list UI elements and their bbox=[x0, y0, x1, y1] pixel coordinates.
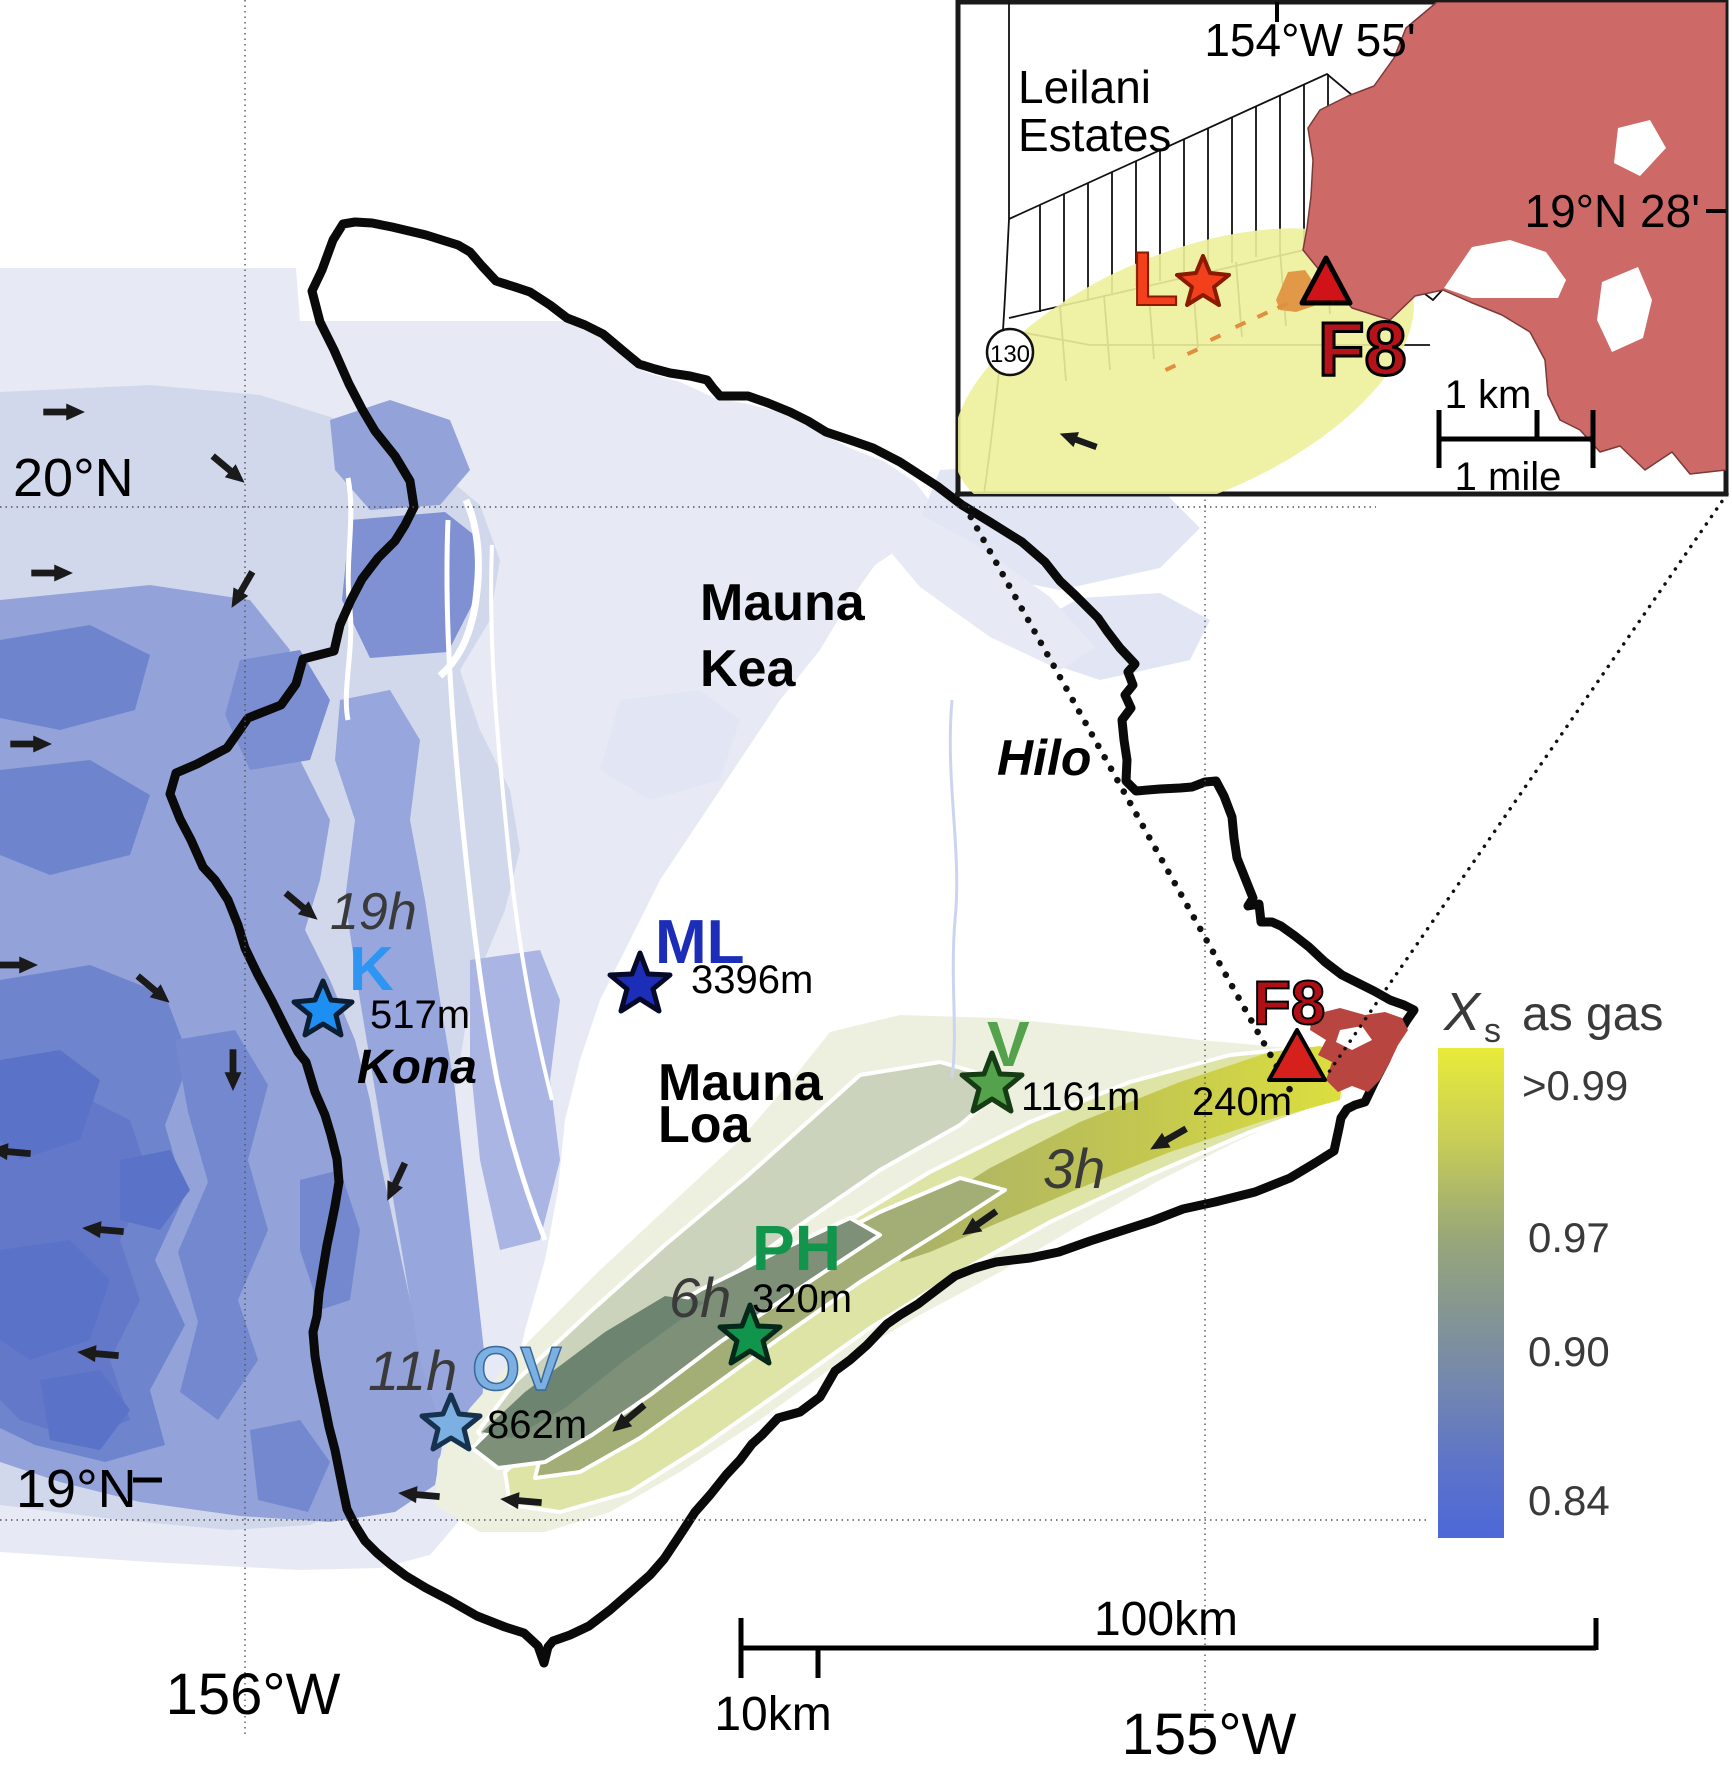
svg-text:240m: 240m bbox=[1192, 1080, 1292, 1124]
svg-text:K: K bbox=[349, 935, 394, 1004]
svg-text:Hilo: Hilo bbox=[997, 730, 1091, 786]
svg-text:Leilani: Leilani bbox=[1018, 61, 1151, 113]
svg-text:1161m: 1161m bbox=[1021, 1075, 1140, 1119]
svg-text:19°N: 19°N bbox=[16, 1459, 137, 1519]
svg-text:0.90: 0.90 bbox=[1528, 1328, 1610, 1375]
svg-text:Mauna: Mauna bbox=[700, 574, 866, 632]
svg-text:100km: 100km bbox=[1094, 1593, 1238, 1646]
svg-text:1 mile: 1 mile bbox=[1455, 455, 1562, 499]
svg-text:156°W: 156°W bbox=[166, 1662, 341, 1727]
svg-text:20°N: 20°N bbox=[13, 448, 134, 508]
svg-text:1 km: 1 km bbox=[1445, 373, 1532, 417]
svg-text:155°W: 155°W bbox=[1122, 1702, 1297, 1767]
svg-text:F8: F8 bbox=[1253, 969, 1325, 1038]
svg-text:3h: 3h bbox=[1043, 1137, 1105, 1200]
svg-text:Mauna: Mauna bbox=[658, 1054, 824, 1112]
svg-text:130: 130 bbox=[990, 341, 1030, 368]
svg-text:>0.99: >0.99 bbox=[1522, 1062, 1628, 1109]
svg-text:10km: 10km bbox=[714, 1688, 831, 1741]
svg-text:0.97: 0.97 bbox=[1528, 1214, 1610, 1261]
svg-text:Kea: Kea bbox=[700, 640, 796, 698]
svg-text:OV: OV bbox=[472, 1335, 562, 1404]
svg-text:s: s bbox=[1484, 1012, 1501, 1050]
svg-text:as gas: as gas bbox=[1522, 988, 1663, 1041]
svg-text:ML: ML bbox=[655, 908, 745, 977]
svg-text:F8: F8 bbox=[1318, 307, 1407, 392]
svg-text:862m: 862m bbox=[487, 1403, 587, 1447]
svg-text:154°W 55': 154°W 55' bbox=[1204, 14, 1415, 66]
svg-text:3396m: 3396m bbox=[691, 958, 813, 1002]
svg-text:X: X bbox=[1442, 982, 1482, 1042]
svg-text:Estates: Estates bbox=[1018, 109, 1171, 161]
svg-text:19h: 19h bbox=[330, 883, 417, 941]
svg-text:L: L bbox=[1132, 237, 1178, 322]
svg-text:517m: 517m bbox=[370, 993, 470, 1037]
svg-text:Kona: Kona bbox=[357, 1041, 477, 1094]
svg-text:19°N 28': 19°N 28' bbox=[1524, 185, 1700, 237]
svg-text:0.84: 0.84 bbox=[1528, 1477, 1610, 1524]
svg-text:6h: 6h bbox=[669, 1266, 731, 1329]
svg-text:Loa: Loa bbox=[658, 1096, 752, 1154]
svg-text:PH: PH bbox=[752, 1212, 841, 1284]
svg-text:320m: 320m bbox=[752, 1277, 852, 1321]
svg-text:11h: 11h bbox=[368, 1339, 457, 1402]
